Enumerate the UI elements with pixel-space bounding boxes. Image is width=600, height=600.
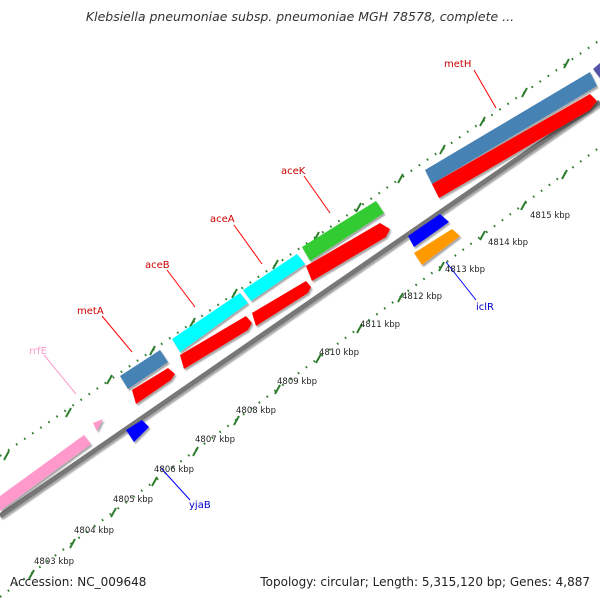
scale-tick-label: 4808 kbp <box>236 406 276 416</box>
scale-tick-label: 4807 kbp <box>195 435 235 445</box>
scale-tick-label: 4810 kbp <box>319 348 359 358</box>
scale-tick-label: 4809 kbp <box>277 377 317 387</box>
gene-label-aceB[interactable]: aceB <box>145 260 170 271</box>
scale-tick-label: 4812 kbp <box>402 292 442 302</box>
scale-tick-label: 4813 kbp <box>445 265 485 275</box>
outer-dotted-track <box>0 39 600 457</box>
feature-slot-cds-reverse <box>126 214 460 442</box>
scale-tick-label: 4804 kbp <box>74 526 114 536</box>
gene-label-iclR[interactable]: iclR <box>476 302 494 313</box>
cds-arrow[interactable] <box>252 281 311 326</box>
gene-segment[interactable] <box>0 435 91 511</box>
gene-label-yjaB[interactable]: yjaB <box>189 500 211 511</box>
map-title: Klebsiella pneumoniae subsp. pneumoniae … <box>85 9 515 24</box>
accession-label: Accession: NC_009648 <box>10 575 147 589</box>
cds-arrow[interactable] <box>180 316 252 369</box>
gene-segment[interactable] <box>593 63 600 78</box>
cds-arrow[interactable] <box>306 223 390 281</box>
gene-segment[interactable] <box>425 72 597 184</box>
cds-arrow[interactable] <box>126 420 149 442</box>
backbone <box>0 99 600 519</box>
cds-arrow[interactable] <box>432 94 597 198</box>
gene-label-rrfE[interactable]: rrfE <box>29 346 47 357</box>
scale-tick-label: 4806 kbp <box>154 465 194 475</box>
scale-tick-label: 4815 kbp <box>530 211 570 221</box>
gene-label-metH[interactable]: metH <box>444 59 471 70</box>
cds-arrow[interactable] <box>414 229 460 265</box>
gene-segment[interactable] <box>93 419 103 431</box>
label-leaders <box>43 69 497 501</box>
inner-major-ticks <box>28 169 568 580</box>
cds-arrow[interactable] <box>132 368 175 404</box>
feature-slot-outer <box>0 63 600 511</box>
gene-label-aceK[interactable]: aceK <box>281 166 306 177</box>
gene-segment[interactable] <box>302 201 384 261</box>
scale-tick-label: 4811 kbp <box>360 320 400 330</box>
scale-tick-label: 4805 kbp <box>113 495 153 505</box>
outer-major-ticks <box>3 58 570 461</box>
gene-segment[interactable] <box>243 254 305 301</box>
scale-tick-label: 4814 kbp <box>488 238 528 248</box>
gene-segment[interactable] <box>120 350 168 389</box>
gene-label-metA[interactable]: metA <box>77 306 104 317</box>
gene-label-aceA[interactable]: aceA <box>210 214 235 225</box>
cds-arrow[interactable] <box>408 214 449 247</box>
gene-segment[interactable] <box>172 293 248 352</box>
genome-summary: Topology: circular; Length: 5,315,120 bp… <box>260 575 590 589</box>
scale-tick-label: 4803 kbp <box>34 557 74 567</box>
feature-slot-cds-forward <box>132 94 597 404</box>
